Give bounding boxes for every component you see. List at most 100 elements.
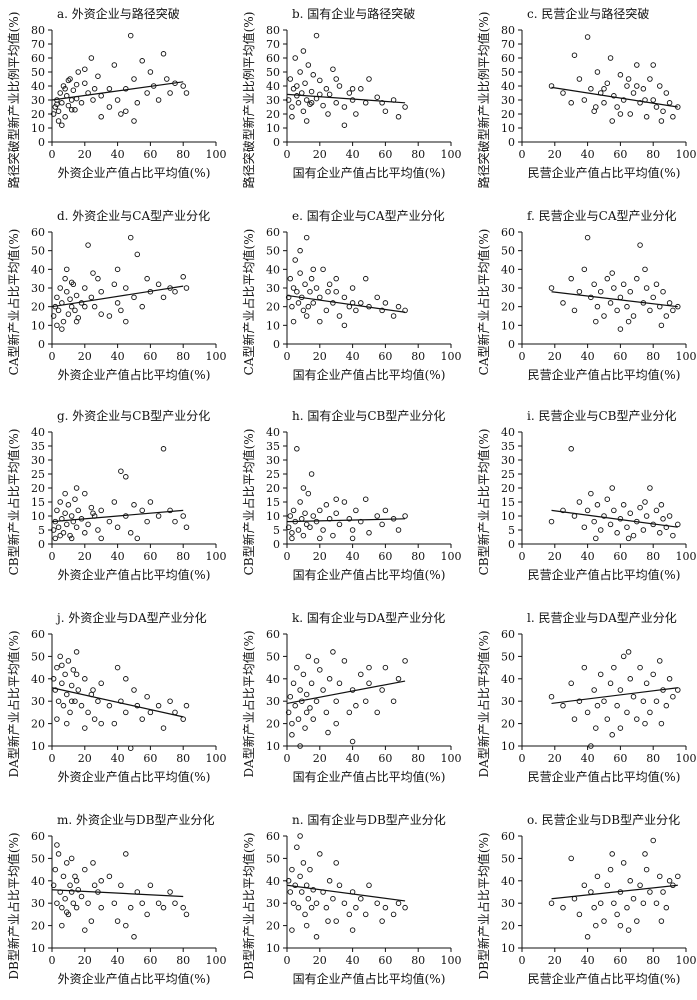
chart-h-y-tick-label-5: 25: [266, 468, 280, 481]
chart-k-point-5: [294, 664, 300, 671]
chart-k-point-39: [303, 709, 310, 716]
chart-c-point-26: [650, 97, 656, 103]
chart-h-point-30: [366, 530, 372, 536]
chart-a-point-9: [65, 102, 72, 109]
chart-i-point-0: [548, 518, 555, 525]
chart-i-trend-line: [551, 509, 678, 528]
chart-g-x-tick-label-5: 100: [206, 550, 227, 563]
chart-d-point-45: [82, 303, 88, 310]
chart-b-y-tick-label-1: 10: [266, 122, 280, 135]
chart-f-x-tick-label-4: 80: [646, 350, 660, 363]
chart-f-point-34: [593, 318, 599, 325]
chart-a-point-6: [60, 83, 67, 89]
chart-b-point-46: [341, 122, 348, 128]
chart-l-point-1: [560, 702, 566, 709]
chart-c-y-tick-label-2: 20: [501, 108, 515, 121]
chart-e-x-tick-label-2: 40: [346, 350, 360, 363]
chart-i-point-38: [658, 502, 665, 508]
chart-j-y-tick-label-4: 50: [31, 650, 45, 663]
chart-o-y-tick-label-2: 30: [501, 897, 515, 910]
chart-n-point-13: [307, 866, 313, 873]
chart-d-y-tick-label-6: 60: [31, 226, 45, 239]
chart-e-point-11: [303, 234, 310, 241]
chart-m-title: m. 外资企业与DB型产业分化: [57, 812, 214, 827]
chart-o-y-tick-label-4: 50: [501, 852, 515, 865]
chart-e-point-26: [349, 285, 356, 291]
chart-h-point-35: [395, 527, 402, 533]
chart-m-point-26: [118, 882, 124, 889]
chart-c-point-16: [617, 72, 624, 78]
chart-h-title: h. 国有企业与CB型产业分化: [292, 408, 445, 423]
chart-i-y-label: CB型新产业占比平均值(%): [476, 429, 491, 576]
chart-k-point-27: [353, 702, 359, 709]
chart-d-point-22: [98, 288, 104, 295]
chart-a-point-26: [118, 111, 124, 117]
chart-k-x-tick-label-5: 100: [441, 752, 462, 765]
chart-e-point-14: [308, 275, 315, 282]
chart-a-point-43: [59, 122, 65, 128]
chart-k-y-label: DA型新产业占比平均值(%): [241, 630, 256, 777]
chart-i-x-tick-label-2: 40: [581, 550, 595, 563]
chart-o-point-6: [584, 934, 591, 940]
chart-k-x-tick-label-3: 60: [378, 752, 392, 765]
chart-d-y-tick-label-1: 10: [31, 319, 45, 332]
chart-b-point-30: [366, 76, 372, 82]
chart-f-point-32: [670, 307, 676, 314]
chart-h-point-17: [317, 507, 323, 514]
chart-f-point-12: [604, 275, 611, 282]
chart-g-title: g. 外资企业与CB型产业分化: [57, 408, 210, 423]
chart-m-x-tick-label-2: 40: [111, 954, 125, 967]
chart-a-x-tick-label-3: 60: [143, 148, 157, 161]
chart-e-x-tick-label-4: 80: [411, 350, 425, 363]
chart-d-point-32: [144, 275, 150, 282]
chart-m-point-2: [54, 900, 60, 906]
chart-o-x-label: 民营企业产值占比平均值(%): [528, 971, 681, 986]
chart-f-y-tick-label-6: 60: [501, 226, 515, 239]
chart-i-y-tick-label-5: 25: [501, 468, 515, 481]
chart-k-point-3: [290, 680, 297, 687]
chart-j-point-0: [50, 676, 57, 682]
chart-o-point-17: [620, 860, 627, 866]
chart-f-y-tick-label-5: 50: [501, 245, 515, 258]
chart-n-x-tick-label-0: 0: [284, 954, 291, 967]
chart-o: 0 20 40 60 80 100 10 20 30 40 50 60 o. 民营企业与DB型产业分化民…: [476, 812, 697, 986]
chart-e-x-tick-label-0: 0: [284, 350, 291, 363]
chart-b-point-19: [323, 86, 330, 92]
chart-h-point-15: [310, 513, 316, 519]
chart-d-point-10: [67, 296, 73, 302]
chart-d-point-17: [82, 285, 88, 291]
chart-e-y-tick-label-5: 50: [266, 245, 280, 258]
chart-g-point-39: [183, 524, 190, 530]
chart-a-point-45: [65, 77, 72, 84]
chart-b-y-tick-label-0: 0: [273, 136, 280, 149]
chart-l-y-tick-label-0: 10: [501, 740, 515, 753]
chart-n-x-tick-label-1: 20: [313, 954, 327, 967]
chart-i-point-15: [614, 530, 620, 536]
chart-k-point-25: [346, 709, 353, 716]
chart-h-point-10: [302, 510, 308, 516]
chart-f-point-30: [663, 313, 670, 319]
chart-f-x-tick-label-1: 20: [548, 350, 562, 363]
chart-k-y-tick-label-0: 10: [266, 740, 280, 753]
chart-d-x-tick-label-2: 40: [111, 350, 125, 363]
chart-k-point-12: [305, 653, 312, 660]
chart-o-point-18: [624, 904, 630, 911]
chart-i-point-33: [675, 521, 681, 528]
chart-b-y-tick-label-2: 20: [266, 108, 280, 121]
chart-k-point-30: [366, 680, 372, 687]
chart-j-point-46: [90, 687, 96, 693]
chart-g-point-10: [67, 532, 73, 539]
chart-j-point-12: [70, 667, 77, 673]
chart-g-point-28: [127, 530, 134, 536]
chart-a-point-24: [111, 62, 118, 68]
chart-e-point-5: [294, 288, 300, 295]
chart-b-point-18: [320, 102, 326, 109]
chart-g-point-18: [85, 521, 91, 528]
chart-g-x-tick-label-4: 80: [176, 550, 190, 563]
chart-f-point-22: [637, 242, 643, 248]
chart-m-point-41: [59, 922, 65, 929]
chart-i-x-tick-label-3: 60: [613, 550, 627, 563]
chart-f-point-16: [617, 294, 624, 301]
chart-k-point-0: [285, 709, 292, 716]
chart-c-y-tick-label-8: 80: [501, 24, 515, 37]
